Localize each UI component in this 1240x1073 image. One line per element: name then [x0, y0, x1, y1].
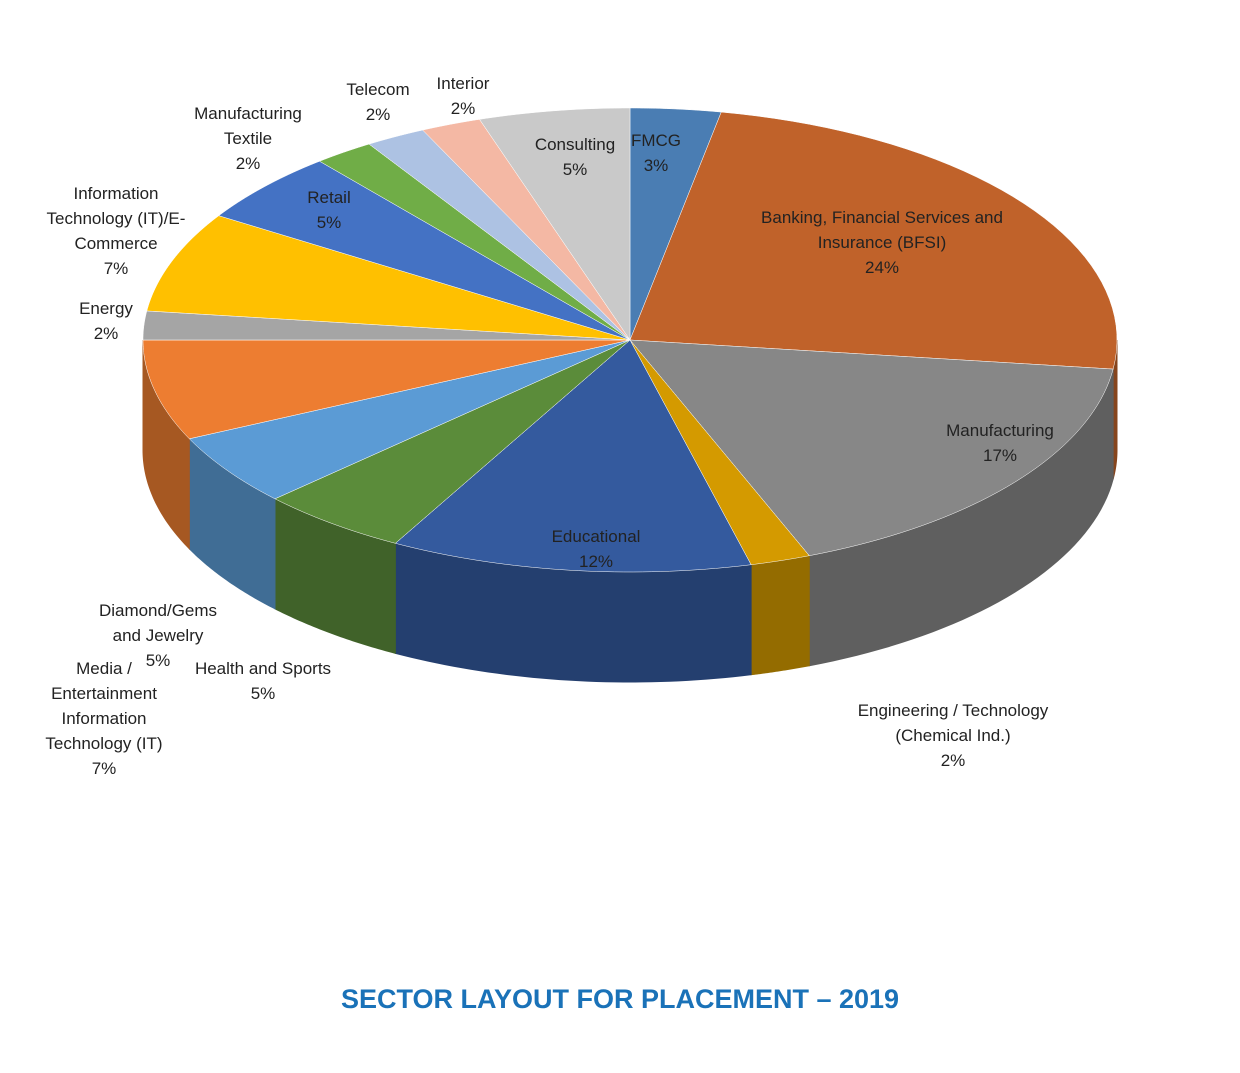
pie-slice [218, 160, 631, 341]
chart-title: SECTOR LAYOUT FOR PLACEMENT – 2019 [340, 984, 900, 1014]
category-label: Retail [307, 188, 351, 207]
value-label: 2% [940, 751, 966, 770]
pie-slice [274, 339, 631, 544]
pie-slice [188, 339, 631, 500]
pie-slice [629, 339, 1114, 556]
value-label: 5% [316, 213, 342, 232]
pie-slice [368, 129, 631, 341]
category-label: Educational [551, 527, 641, 546]
value-label: 17% [982, 446, 1018, 465]
pie-slice [319, 143, 631, 341]
slice-label: FMCG 3% [626, 128, 686, 178]
slice-label: Telecom 2% [333, 77, 423, 127]
category-label: Manufacturing Textile [194, 104, 302, 148]
category-label: Energy [79, 299, 133, 318]
category-label: Telecom [346, 80, 410, 99]
value-label: 5% [562, 160, 588, 179]
value-label: 2% [235, 154, 261, 173]
value-label: 3% [643, 156, 669, 175]
pie-slice [479, 107, 631, 341]
value-label: 7% [103, 259, 129, 278]
category-label: Diamond/Gems and Jewelry [98, 601, 218, 645]
pie-slice [629, 339, 810, 565]
category-label: FMCG [630, 131, 682, 150]
category-label: Interior [436, 74, 490, 93]
category-label: Banking, Financial Services and Insuranc… [761, 208, 1003, 252]
pie-slice [394, 339, 752, 573]
value-label: 5% [145, 651, 171, 670]
slice-label: Manufacturing Textile 2% [178, 101, 318, 176]
slice-label: Media / Entertainment Information Techno… [34, 656, 174, 781]
value-label: 24% [864, 258, 900, 277]
slice-label: Banking, Financial Services and Insuranc… [752, 205, 1012, 280]
pie-slice [142, 339, 631, 440]
value-label: 7% [91, 759, 117, 778]
slice-label: Diamond/Gems and Jewelry 5% [83, 598, 233, 673]
pie-side [750, 555, 810, 676]
pie-slice [146, 215, 631, 341]
slice-label: Interior 2% [423, 71, 503, 121]
pie-slice [629, 111, 1118, 370]
pie-slice [422, 119, 631, 341]
slice-label: Consulting 5% [525, 132, 625, 182]
slice-label: Retail 5% [299, 185, 359, 235]
value-label: 2% [450, 99, 476, 118]
value-label: 2% [365, 105, 391, 124]
value-label: 5% [250, 684, 276, 703]
slice-label: Health and Sports 5% [178, 656, 348, 706]
slice-label: Energy 2% [66, 296, 146, 346]
category-label: Manufacturing [946, 421, 1054, 440]
slice-label: Manufacturing 17% [925, 418, 1075, 468]
slice-label: Information Technology (IT)/E-Commerce 7% [31, 181, 201, 281]
category-label: Engineering / Technology (Chemical Ind.) [857, 701, 1049, 745]
category-label: Consulting [534, 135, 616, 154]
category-label: Health and Sports [194, 659, 332, 678]
category-label: Information Technology (IT)/E-Commerce [46, 184, 186, 253]
slice-label: Engineering / Technology (Chemical Ind.)… [838, 698, 1068, 773]
value-label: 12% [578, 552, 614, 571]
category-label: Media / Entertainment Information Techno… [45, 659, 163, 753]
pie-slice [629, 107, 722, 341]
slice-label: Educational 12% [536, 524, 656, 574]
value-label: 2% [93, 324, 119, 343]
